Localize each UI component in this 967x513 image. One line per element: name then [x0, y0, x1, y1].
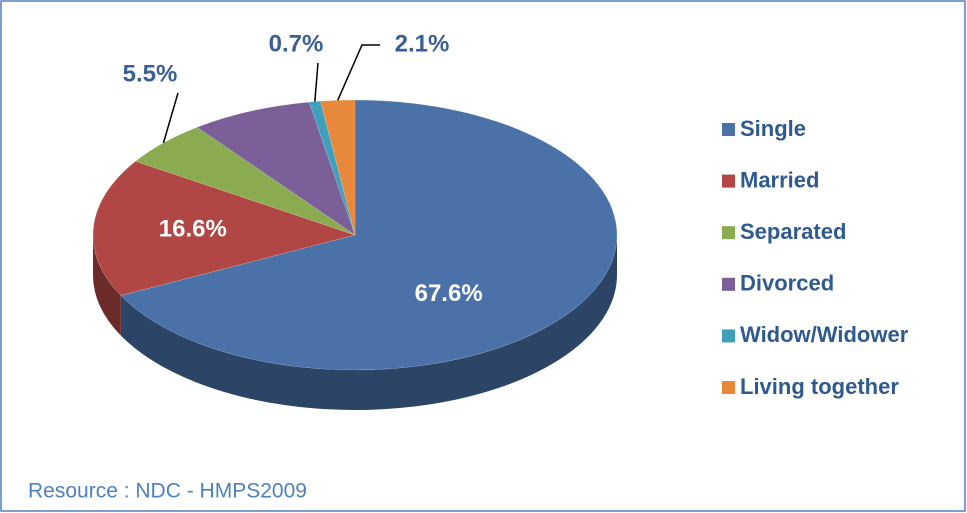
legend-swatch [722, 329, 735, 343]
data-label: 67.6% [415, 280, 483, 307]
leader-line [337, 44, 380, 101]
legend-swatch [722, 277, 735, 291]
data-label: 16.6% [159, 216, 227, 243]
legend-swatch [722, 381, 735, 394]
data-label: 5.5% [123, 60, 178, 87]
source-note: Resource : NDC - HMPS2009 [28, 480, 307, 503]
legend-label: Separated [740, 219, 846, 244]
data-label: 0.7% [269, 30, 324, 57]
legend-swatch [722, 174, 735, 188]
legend-label: Single [740, 116, 806, 141]
legend-label: Living together [740, 374, 899, 399]
leader-line [314, 62, 319, 102]
legend-label: Widow/Widower [740, 322, 909, 347]
slice-side [120, 235, 617, 411]
slice [120, 99, 618, 371]
slice [135, 127, 356, 236]
legend-swatch [722, 123, 735, 136]
slice [196, 101, 356, 236]
data-label: 2.1% [395, 30, 450, 57]
legend-label: Married [740, 167, 819, 192]
slice [92, 160, 356, 296]
legend-swatch [722, 226, 735, 240]
slice-side [93, 235, 121, 336]
leader-line [162, 92, 179, 144]
legend-label: Divorced [740, 271, 834, 296]
